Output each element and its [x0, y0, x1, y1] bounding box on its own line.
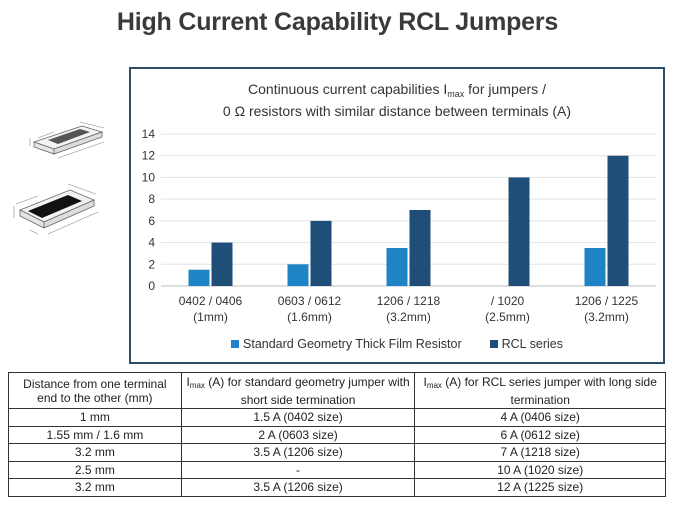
- cell-rcl: 6 A (0612 size): [414, 425, 666, 444]
- table-row: 1.55 mm / 1.6 mm 2 A (0603 size) 6 A (06…: [8, 425, 666, 444]
- bar-rcl: [310, 220, 332, 286]
- bar-rcl: [211, 242, 233, 286]
- y-tick-label: 12: [142, 149, 156, 163]
- x-tick-label: (1.6mm): [287, 310, 332, 324]
- cell-standard: 3.5 A (1206 size): [180, 478, 416, 497]
- legend-swatch-standard: [231, 340, 240, 348]
- x-tick-label: (3.2mm): [386, 310, 431, 324]
- x-tick-label: (2.5mm): [485, 310, 530, 324]
- table-row: 2.5 mm - 10 A (1020 size): [8, 460, 666, 479]
- bar-rcl: [508, 177, 530, 286]
- table-row: 1 mm 1.5 A (0402 size) 4 A (0406 size): [8, 408, 666, 427]
- x-tick-label: 1206 / 1218: [377, 294, 441, 308]
- legend-item-standard: Standard Geometry Thick Film Resistor: [231, 337, 462, 351]
- standard-resistor-illustration: [29, 121, 105, 159]
- y-tick-label: 0: [148, 279, 155, 293]
- cell-rcl: 7 A (1218 size): [414, 443, 666, 462]
- bar-standard: [287, 264, 309, 286]
- y-tick-label: 6: [148, 214, 155, 228]
- x-tick-label: (3.2mm): [584, 310, 629, 324]
- cell-rcl: 10 A (1020 size): [414, 460, 666, 479]
- bar-standard: [584, 248, 606, 286]
- cell-distance: 3.2 mm: [8, 478, 182, 497]
- header-rcl-imax: Imax (A) for RCL series jumper with long…: [414, 372, 666, 409]
- table-header-row: Distance from one terminal end to the ot…: [8, 372, 666, 409]
- legend-label-standard: Standard Geometry Thick Film Resistor: [243, 337, 462, 351]
- x-tick-label: 0603 / 0612: [278, 294, 342, 308]
- x-tick-label: (1mm): [193, 310, 228, 324]
- header-distance: Distance from one terminal end to the ot…: [8, 372, 182, 409]
- legend-swatch-rcl: [489, 340, 498, 348]
- cell-standard: 2 A (0603 size): [180, 425, 416, 444]
- cell-distance: 2.5 mm: [8, 460, 182, 479]
- legend-item-rcl: RCL series: [489, 337, 563, 351]
- cell-distance: 1 mm: [8, 408, 182, 427]
- chart-legend: Standard Geometry Thick Film Resistor RC…: [131, 337, 663, 351]
- cell-rcl: 4 A (0406 size): [414, 408, 666, 427]
- x-tick-label: 1206 / 1225: [575, 294, 639, 308]
- cell-standard: 3.5 A (1206 size): [180, 443, 416, 462]
- y-tick-label: 10: [142, 170, 156, 184]
- current-capability-table: Distance from one terminal end to the ot…: [8, 372, 666, 497]
- bar-rcl: [409, 210, 431, 286]
- chart-panel: Continuous current capabilities Imax for…: [129, 67, 665, 364]
- bar-standard: [188, 269, 210, 286]
- x-tick-label: / 1020: [491, 294, 525, 308]
- legend-label-rcl: RCL series: [501, 337, 563, 351]
- bar-rcl: [607, 155, 629, 286]
- slide-title: High Current Capability RCL Jumpers: [116, 8, 559, 36]
- table-row: 3.2 mm 3.5 A (1206 size) 12 A (1225 size…: [8, 478, 666, 497]
- cell-standard: 1.5 A (0402 size): [180, 408, 416, 427]
- cell-rcl: 12 A (1225 size): [414, 478, 666, 497]
- cell-distance: 3.2 mm: [8, 443, 182, 462]
- y-tick-label: 2: [148, 257, 155, 271]
- table-row: 3.2 mm 3.5 A (1206 size) 7 A (1218 size): [8, 443, 666, 462]
- rcl-jumper-illustration: [13, 183, 99, 235]
- y-tick-label: 14: [142, 127, 156, 141]
- bar-standard: [386, 248, 408, 286]
- header-standard-imax: Imax (A) for standard geometry jumper wi…: [180, 372, 416, 409]
- y-tick-label: 8: [148, 192, 155, 206]
- cell-standard: -: [180, 460, 416, 479]
- y-tick-label: 4: [148, 236, 155, 250]
- bar-chart: 0 2 4 6 8 10 12 14 0402 / 0406 (1mm) 0603 / 0612 (1…: [142, 127, 656, 324]
- cell-distance: 1.55 mm / 1.6 mm: [8, 425, 182, 444]
- x-tick-label: 0402 / 0406: [179, 294, 243, 308]
- chart-title: Continuous current capabilities Imax for…: [222, 81, 572, 119]
